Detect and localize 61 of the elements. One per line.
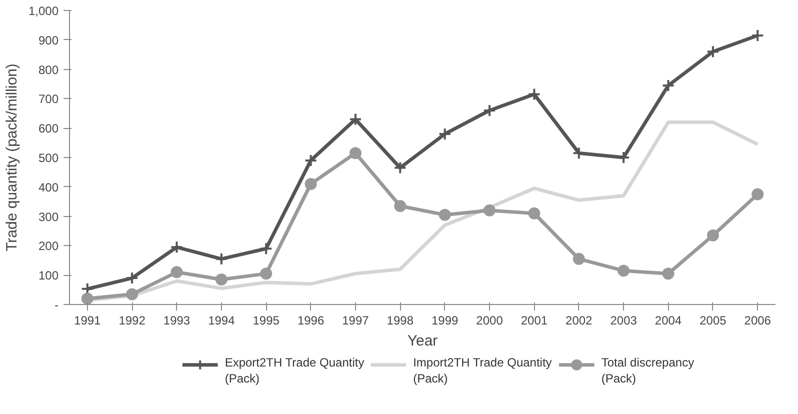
point [662,78,675,92]
x-tick-label: 1995 [252,314,280,328]
point [662,268,674,280]
point [706,229,719,242]
x-tick-label: 1992 [118,314,146,328]
x-tick-label: 1993 [163,314,190,328]
y-tick-label: 100 [38,268,59,283]
x-tick-label: 2005 [700,314,727,328]
x-tick-label: 2000 [476,314,504,328]
point [214,252,228,266]
y-tick-label: 1,000 [28,4,59,18]
point [126,288,138,300]
point [260,242,273,256]
y-tick-label: 600 [38,122,59,136]
point [304,154,318,167]
point [394,161,407,174]
x-tick-label: 1996 [297,314,324,328]
y-tick-label: 500 [38,151,59,165]
x-tick-label: 1997 [342,314,370,328]
point [572,252,585,265]
y-tick-label: 200 [38,239,59,254]
point [438,208,451,221]
point [528,207,540,220]
point [348,112,362,126]
legend-label: Total discrepancy (Pack) [601,355,694,386]
point [170,240,184,254]
point [528,88,541,101]
x-tick-label: 1998 [386,314,414,328]
y-tick-label: 300 [38,210,59,224]
x-tick-label: 2002 [566,314,593,328]
legend-label: Import2TH Trade Quantity (Pack) [413,355,552,386]
x-tick-label: 1999 [431,314,459,328]
point [304,178,317,190]
y-tick-label: 400 [38,180,59,194]
x-tick-label: 2004 [654,314,682,328]
point [215,274,228,286]
x-tick-label: 2003 [610,314,638,328]
y-tick-label: 700 [38,92,59,106]
legend-label: Export2TH Trade Quantity (Pack) [224,355,364,386]
y-axis-title: Trade quantity (pack/million) [3,64,20,252]
x-tick-label: 2001 [520,314,548,328]
y-tick-label: 900 [38,33,59,48]
point [752,188,764,200]
point [751,28,764,42]
point [483,104,496,117]
y-tick-label: 800 [38,62,59,77]
point [349,147,362,160]
y-tick-label: - [54,298,59,312]
point [394,200,406,212]
point [618,264,630,277]
point [170,266,183,278]
x-tick-label: 1994 [208,314,236,328]
point [438,127,452,140]
x-axis-title: Year [407,332,438,350]
x-tick-label: 2006 [744,314,772,328]
point [260,268,272,280]
point [706,45,720,58]
point [81,292,94,304]
x-tick-label: 1991 [74,314,102,328]
point [484,204,496,216]
point [126,272,139,285]
